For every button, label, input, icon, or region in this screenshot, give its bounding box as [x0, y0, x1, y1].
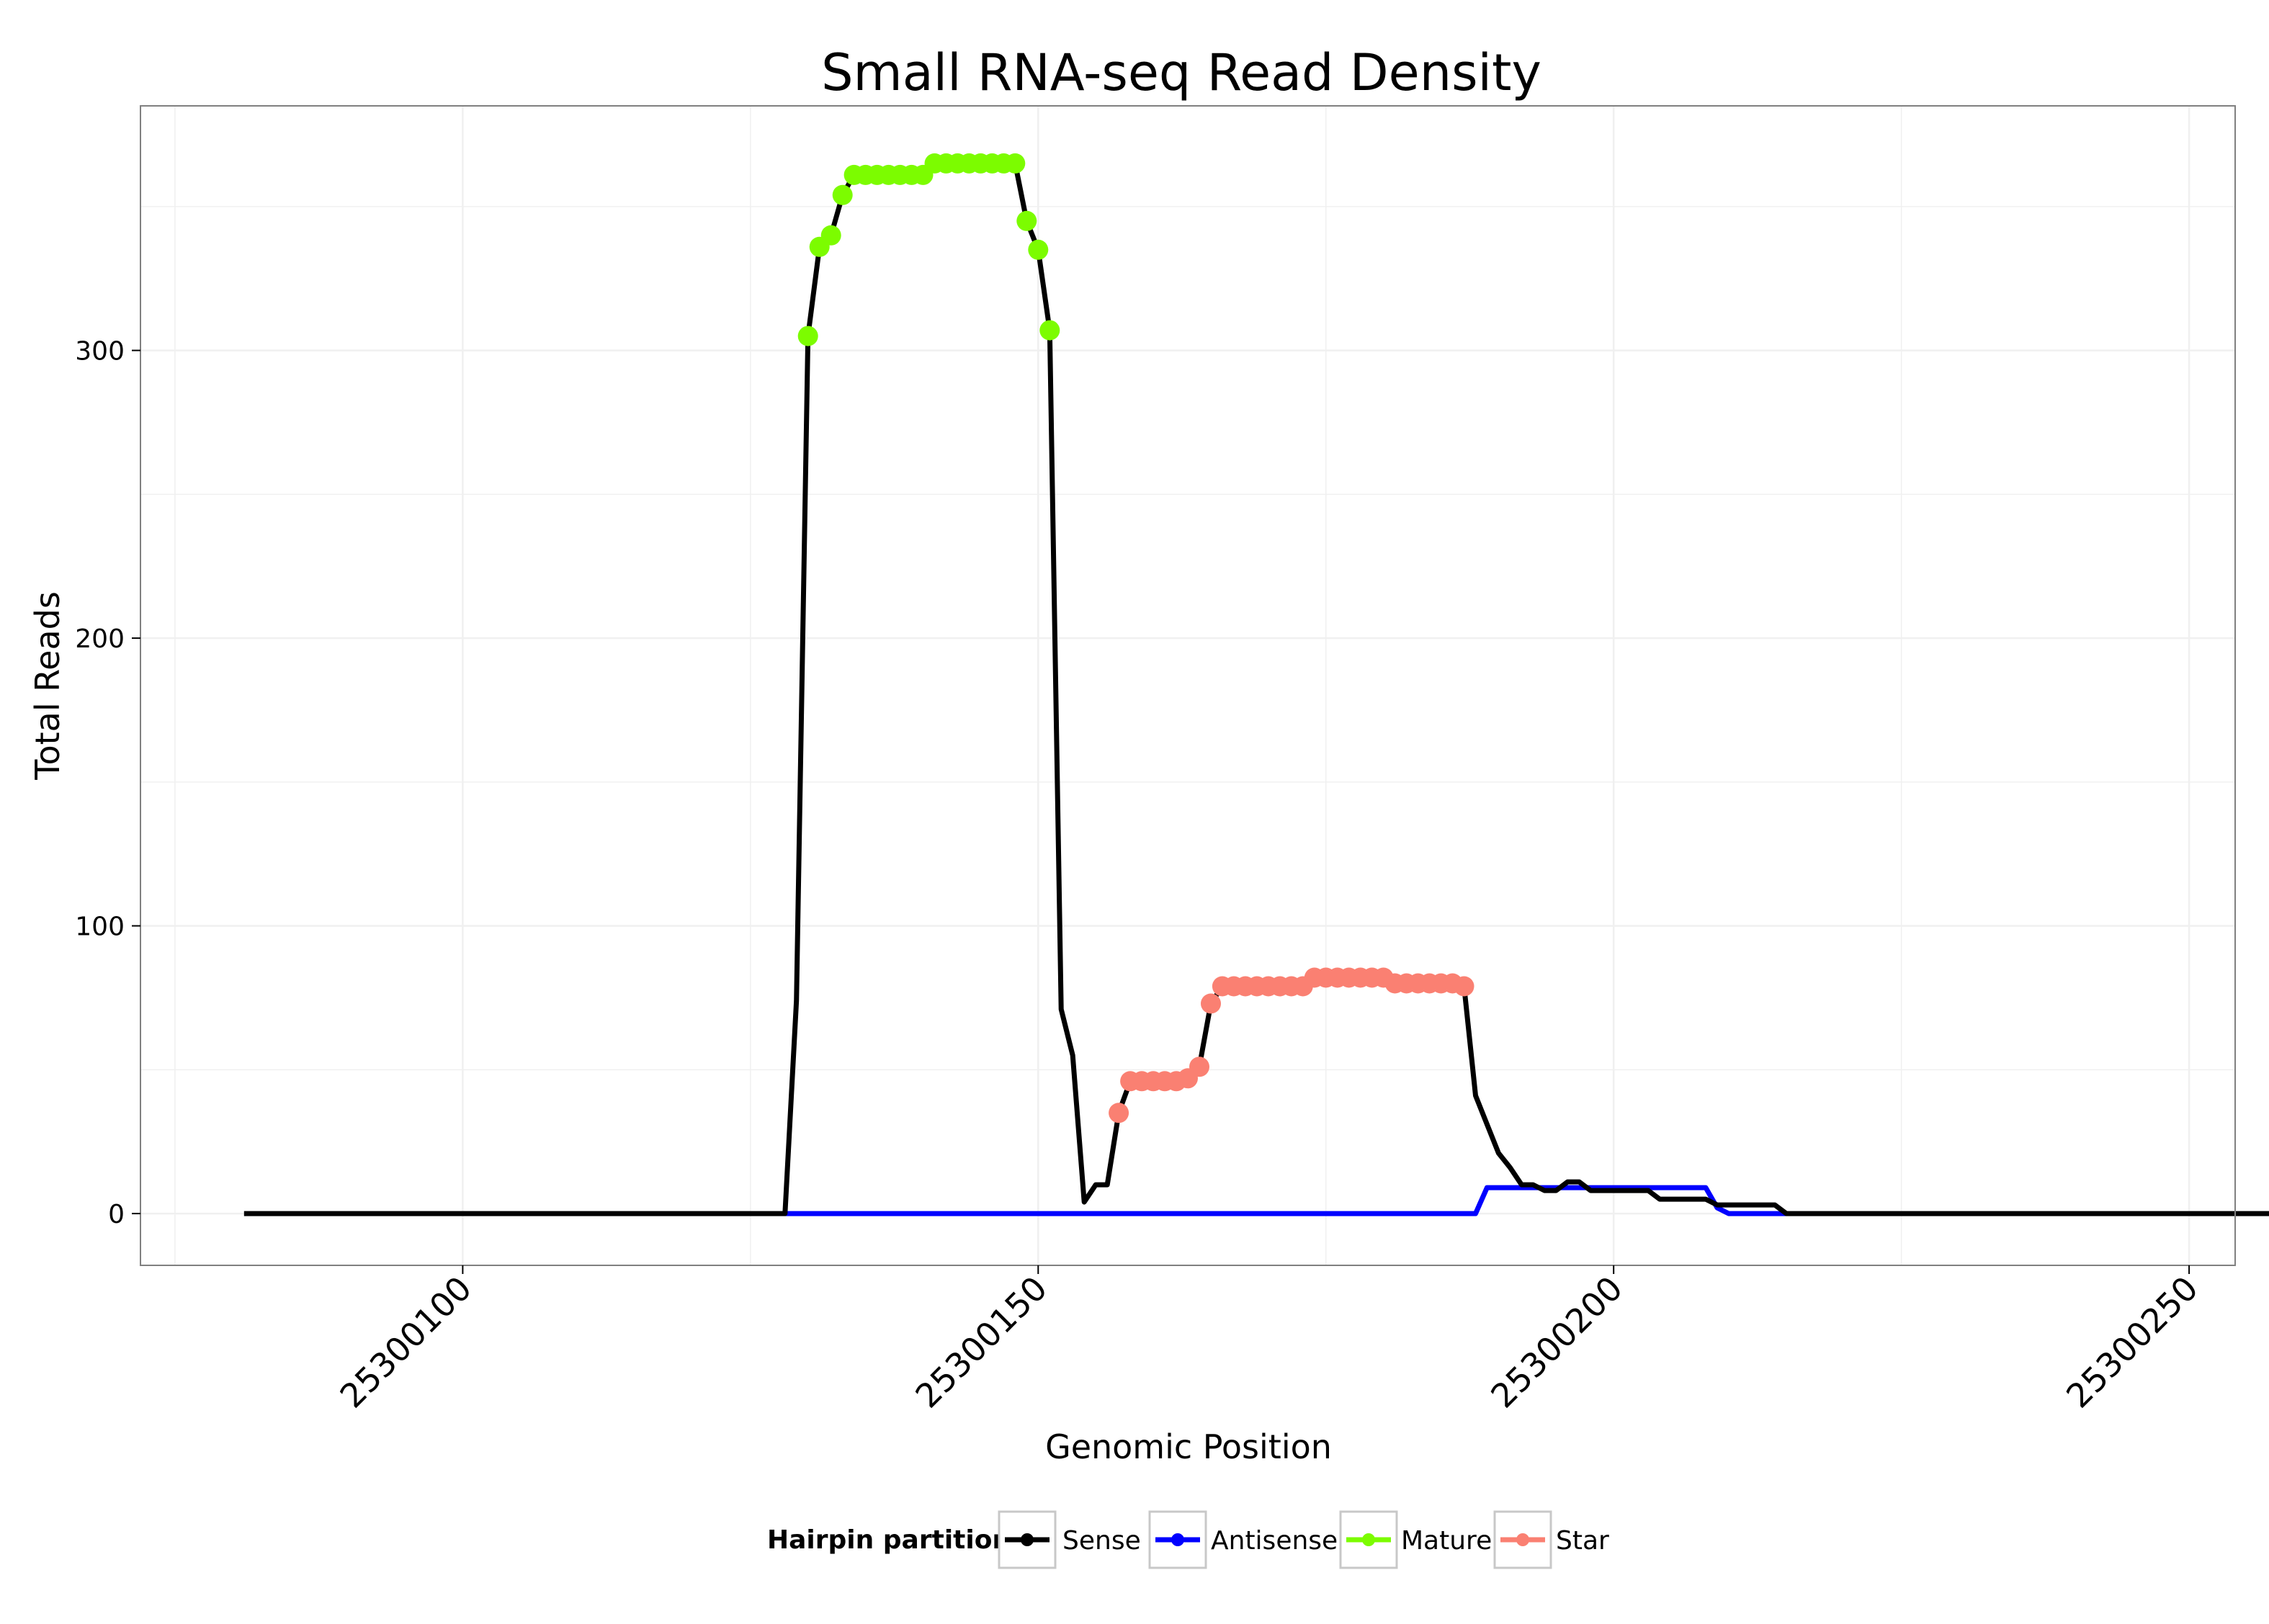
legend: Hairpin partition Sense Antisense Mature St… — [767, 1510, 1609, 1569]
legend-label: Antisense — [1211, 1526, 1338, 1556]
mature-point — [832, 184, 853, 205]
legend-title: Hairpin partition — [767, 1525, 1011, 1555]
series-layer — [243, 153, 2269, 1216]
star-point — [1454, 976, 1474, 997]
y-tick-label: 300 — [75, 337, 125, 367]
x-axis-title: Genomic Position — [1045, 1427, 1332, 1466]
y-tick-label: 0 — [108, 1200, 125, 1229]
star-point — [1189, 1057, 1209, 1077]
star-point — [1201, 993, 1221, 1014]
chart-title: Small RNA-seq Read Density — [821, 43, 1541, 102]
plot-panel — [140, 106, 2235, 1265]
legend-key-point — [1021, 1533, 1034, 1546]
mature-point — [797, 326, 818, 346]
legend-entry-mature: Mature — [1339, 1510, 1492, 1569]
legend-label: Star — [1556, 1526, 1609, 1556]
legend-label: Sense — [1062, 1526, 1141, 1556]
legend-entry-star: Star — [1493, 1510, 1609, 1569]
series-line-antisense — [784, 1185, 1786, 1216]
legend-key-point — [1171, 1533, 1184, 1546]
y-axis-title: Total Reads — [28, 591, 67, 781]
legend-key-point — [1516, 1533, 1529, 1546]
star-point — [1109, 1103, 1129, 1123]
mature-point — [1039, 320, 1060, 341]
series-points-mature — [797, 153, 1060, 346]
mature-point — [1028, 239, 1049, 260]
y-tick-label: 100 — [75, 912, 125, 942]
legend-label: Mature — [1401, 1526, 1492, 1556]
mature-point — [1016, 210, 1037, 231]
series-points-star — [1109, 967, 1474, 1123]
mature-point — [1005, 153, 1026, 174]
y-tick-label: 200 — [75, 624, 125, 654]
legend-entry-antisense: Antisense — [1148, 1510, 1338, 1569]
legend-entries: Sense Antisense Mature Star — [998, 1510, 1609, 1569]
grid-lines — [140, 106, 2235, 1265]
legend-key-point — [1362, 1533, 1375, 1546]
plot-panel-border — [140, 105, 2236, 1266]
legend-entry-sense: Sense — [998, 1510, 1141, 1569]
mature-point — [820, 225, 841, 246]
